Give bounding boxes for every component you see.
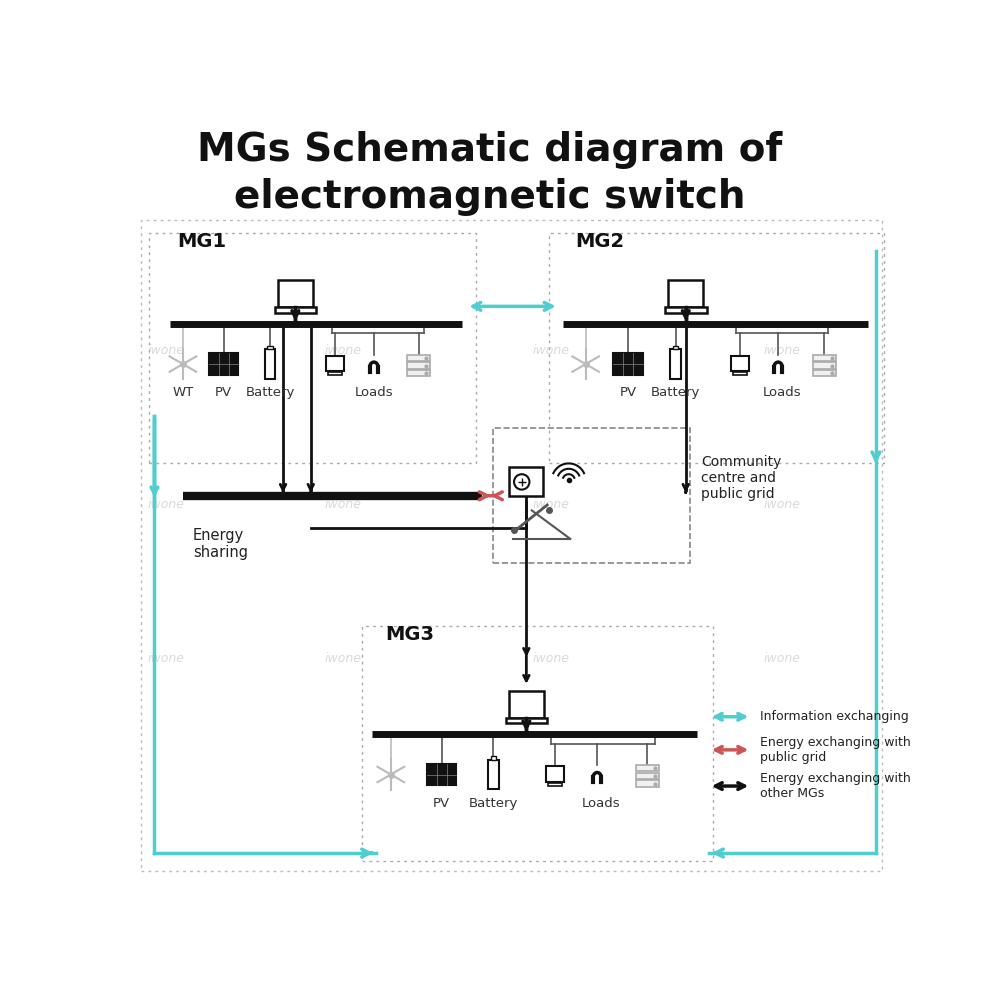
Text: Battery: Battery	[245, 386, 295, 399]
Bar	[265, 349, 275, 379]
Text: iwone: iwone	[148, 344, 184, 358]
Bar	[549, 233, 884, 463]
Bar	[673, 346, 678, 349]
Text: iwone: iwone	[764, 344, 800, 358]
Bar	[668, 280, 703, 307]
Bar	[267, 346, 273, 349]
Text: Information exchanging: Information exchanging	[760, 710, 909, 723]
Text: Energy exchanging with
public grid: Energy exchanging with public grid	[760, 736, 911, 764]
Bar	[636, 773, 659, 779]
Text: Battery: Battery	[469, 797, 518, 810]
Text: iwone: iwone	[148, 652, 184, 666]
Text: Battery: Battery	[651, 386, 700, 399]
Bar	[670, 349, 681, 379]
Bar	[665, 307, 707, 313]
Text: Loads: Loads	[355, 386, 393, 399]
Bar	[328, 372, 342, 375]
Bar	[636, 765, 659, 771]
Bar	[209, 353, 238, 375]
Bar	[548, 783, 562, 786]
Text: PV: PV	[619, 386, 637, 399]
Bar	[275, 307, 316, 313]
Text: iwone: iwone	[325, 652, 362, 666]
Bar	[407, 370, 430, 376]
Bar	[488, 760, 499, 789]
Text: iwone: iwone	[325, 498, 362, 512]
Bar	[813, 355, 836, 361]
Text: iwone: iwone	[532, 344, 570, 358]
Text: Energy exchanging with
other MGs: Energy exchanging with other MGs	[760, 772, 911, 800]
Text: Loads: Loads	[582, 797, 620, 810]
Bar	[407, 355, 430, 361]
Bar	[813, 362, 836, 369]
Text: iwone: iwone	[325, 344, 362, 358]
Bar	[546, 766, 564, 782]
Text: MG3: MG3	[385, 625, 434, 644]
Bar	[509, 691, 544, 718]
Text: MGs Schematic diagram of
electromagnetic switch: MGs Schematic diagram of electromagnetic…	[197, 131, 782, 216]
Bar	[326, 356, 344, 371]
Bar	[149, 233, 476, 463]
Text: iwone: iwone	[532, 498, 570, 512]
Bar	[491, 756, 496, 760]
Bar	[506, 718, 547, 723]
Text: Community
centre and
public grid: Community centre and public grid	[701, 455, 782, 501]
Text: Loads: Loads	[763, 386, 801, 399]
Text: MG1: MG1	[178, 232, 227, 251]
Text: iwone: iwone	[764, 652, 800, 666]
Bar	[731, 356, 749, 371]
Bar	[493, 428, 690, 563]
Text: iwone: iwone	[532, 652, 570, 666]
Text: PV: PV	[433, 797, 450, 810]
Bar	[813, 370, 836, 376]
Bar	[636, 780, 659, 787]
Text: PV: PV	[215, 386, 232, 399]
Text: WT: WT	[172, 386, 194, 399]
Text: MG2: MG2	[576, 232, 625, 251]
Text: Energy
sharing: Energy sharing	[193, 528, 248, 560]
Text: iwone: iwone	[764, 498, 800, 512]
Bar	[362, 626, 713, 861]
Bar	[613, 353, 643, 375]
Bar	[141, 220, 882, 871]
Bar	[427, 764, 456, 785]
Text: iwone: iwone	[148, 498, 184, 512]
Bar	[407, 362, 430, 369]
Bar	[509, 466, 543, 496]
Bar	[278, 280, 313, 307]
Bar	[733, 372, 747, 375]
